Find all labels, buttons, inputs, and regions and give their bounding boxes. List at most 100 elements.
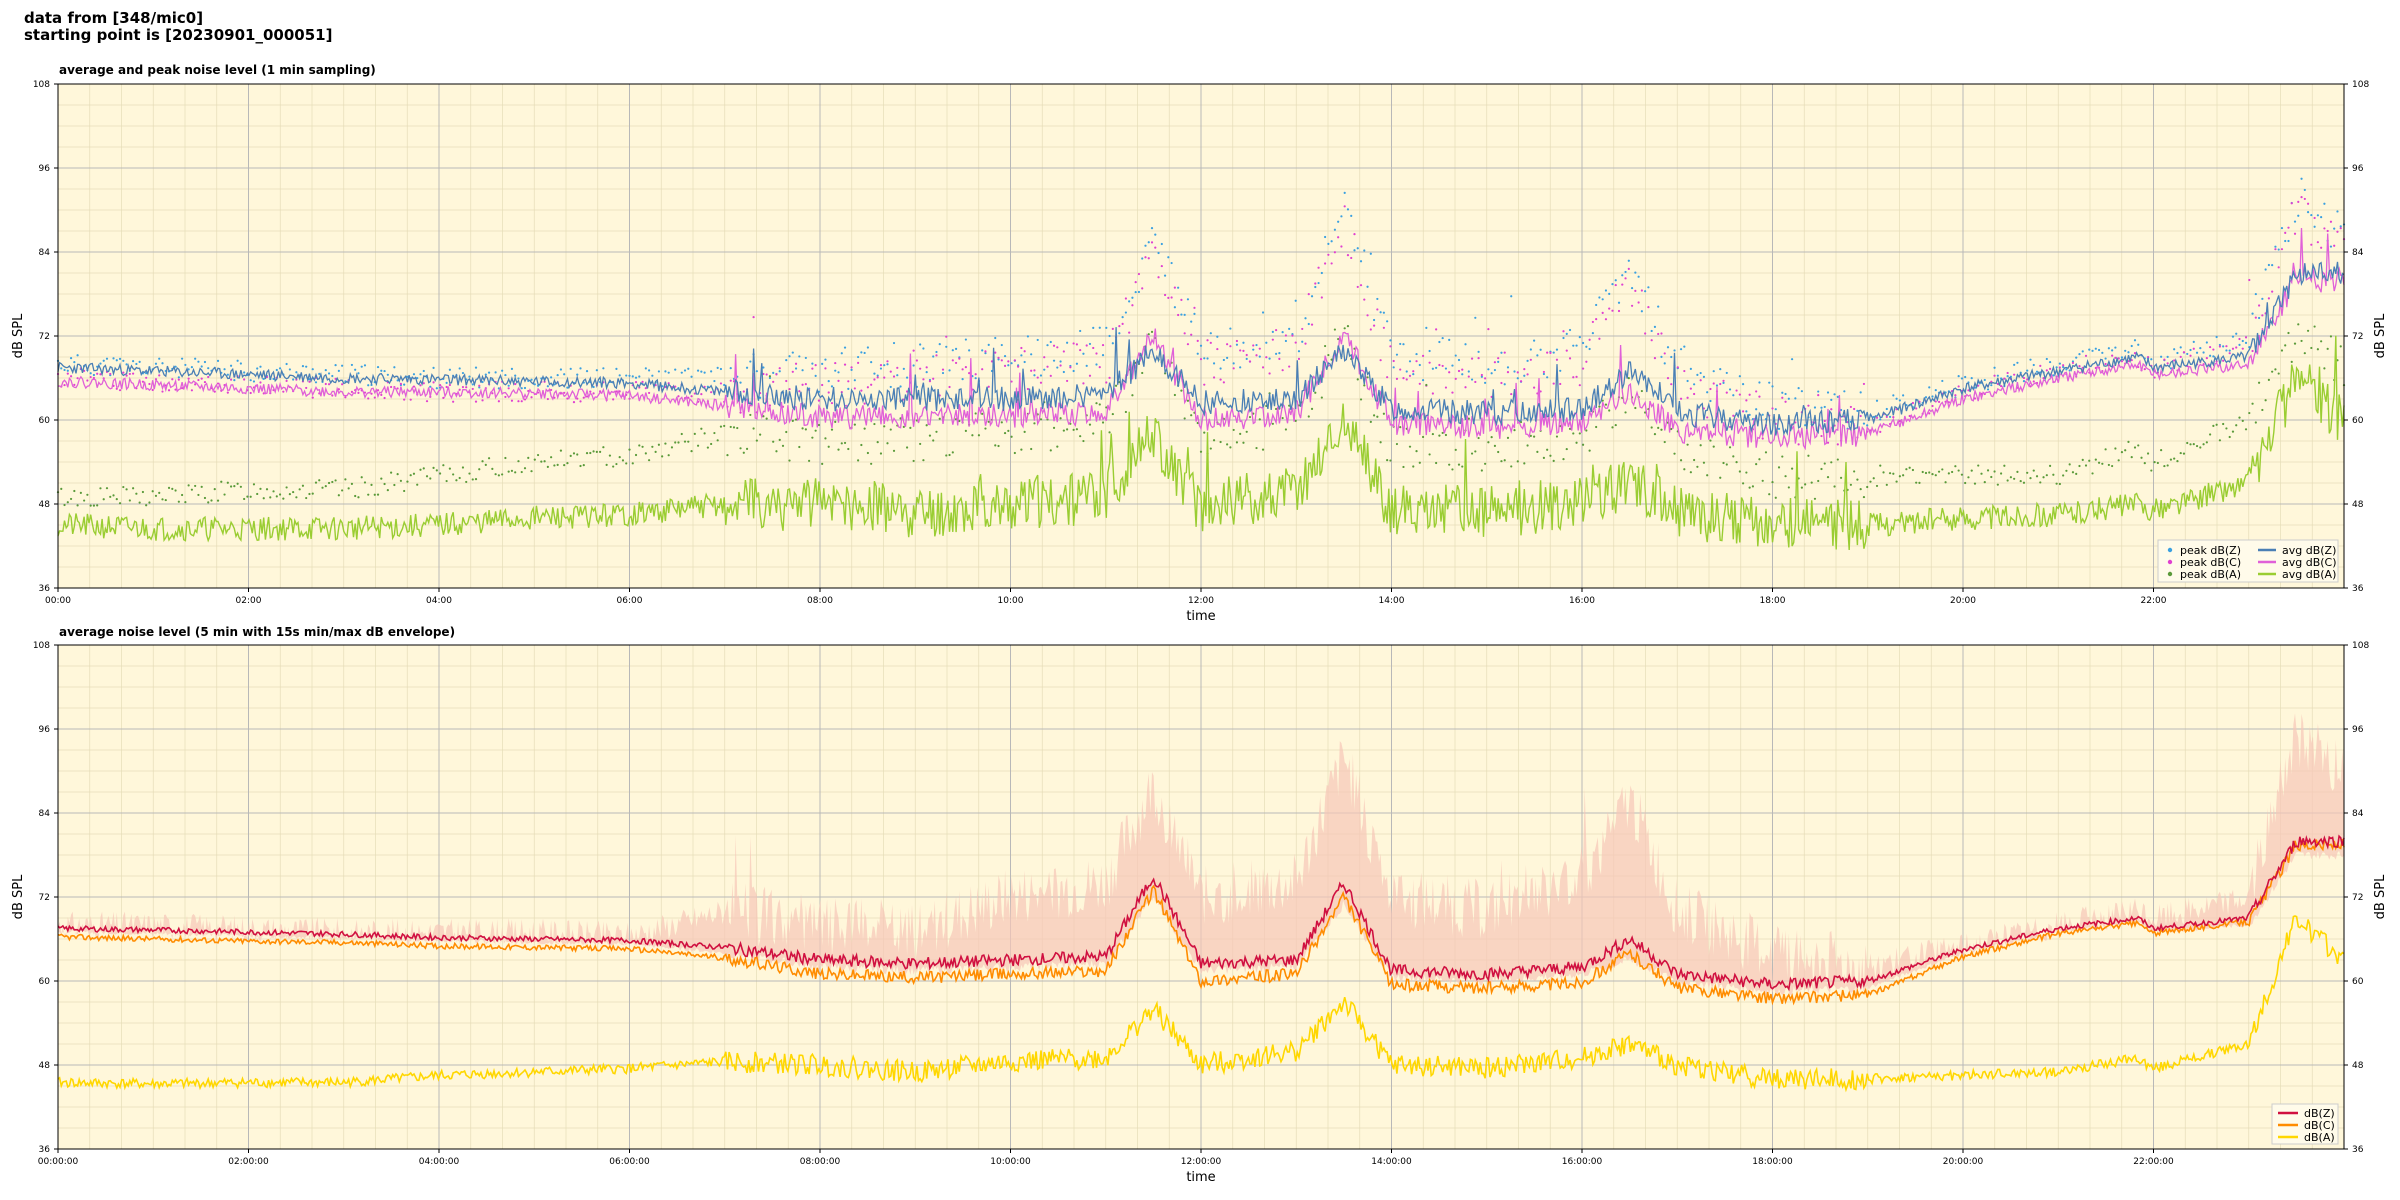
peak-point [536,453,540,457]
peak-point [1660,428,1663,431]
peak-point [2127,351,2130,354]
peak-point [1405,378,1408,381]
peak-point [1431,367,1434,370]
peak-point [1108,431,1111,434]
peak-point [2238,337,2241,341]
peak-point [572,401,576,404]
peak-point [216,499,220,502]
peak-point [625,462,628,465]
peak-point [448,467,451,470]
peak-point [814,429,817,432]
peak-point [229,378,233,381]
peak-point [1810,481,1813,484]
peak-point [1441,431,1444,435]
peak-point [2075,472,2078,475]
peak-point [1777,427,1781,430]
peak-point [821,383,824,387]
peak-point [2163,464,2166,468]
peak-point [1408,360,1412,363]
peak-point [1193,312,1196,315]
peak-point [1066,341,1069,344]
peak-point [2277,266,2280,269]
legend-label: peak dB(Z) [2180,544,2241,557]
peak-point [1392,359,1395,363]
peak-point [1813,406,1817,409]
peak-point [1813,497,1817,500]
peak-point [1399,368,1402,371]
peak-point [1340,215,1343,218]
peak-point [1487,368,1490,371]
peak-point [327,383,331,386]
peak-point [932,439,935,442]
peak-point [1206,357,1209,360]
peak-point [1559,382,1562,386]
peak-point [892,375,896,378]
peak-point [337,388,340,391]
peak-point [357,372,360,375]
peak-point [700,393,703,396]
peak-point [2146,452,2150,455]
peak-point [2182,351,2186,354]
peak-point [1457,358,1461,362]
peak-point [1689,367,1692,370]
peak-point [83,499,86,502]
legend-marker [2167,559,2173,565]
peak-point [785,430,788,434]
peak-point [710,370,713,373]
peak-point [2029,385,2032,388]
peak-point [419,373,422,376]
peak-point [2323,367,2326,370]
peak-point [1075,362,1079,365]
peak-point [1555,358,1559,361]
peak-point [115,387,118,390]
peak-point [1428,361,1431,364]
peak-point [223,368,226,371]
y-tick-label-left: 60 [39,977,51,987]
peak-point [948,369,951,372]
peak-point [1366,314,1369,317]
peak-point [974,373,977,376]
header-source: data from [348/mic0] [24,9,204,27]
peak-point [1350,256,1353,260]
peak-point [256,492,259,496]
peak-point [2006,479,2009,482]
peak-point [1412,465,1415,468]
peak-point [1226,443,1229,446]
legend-label: dB(Z) [2304,1107,2335,1120]
peak-point [925,424,928,427]
peak-point [1079,329,1082,333]
peak-point [670,446,674,449]
peak-point [158,374,161,377]
peak-point [1415,450,1418,453]
peak-point [1683,369,1686,373]
peak-point [1777,466,1781,469]
peak-point [863,427,866,430]
peak-point [412,373,416,376]
peak-point [2336,230,2339,233]
peak-point [1376,308,1379,311]
chart1-title: average and peak noise level (1 min samp… [59,63,376,77]
peak-point [941,371,945,375]
peak-point [2133,352,2137,355]
peak-point [288,493,291,496]
peak-point [1738,470,1741,473]
peak-point [416,483,419,486]
peak-point [1634,289,1637,292]
peak-point [1219,378,1222,381]
peak-point [210,499,213,502]
peak-point [1131,296,1134,299]
peak-point [89,504,92,507]
peak-point [236,359,239,362]
peak-point [680,371,683,374]
peak-point [759,396,762,399]
peak-point [2241,339,2244,343]
peak-point [1836,458,1839,461]
peak-point [1755,463,1758,466]
peak-point [396,473,399,476]
peak-point [788,459,791,462]
peak-point [481,460,484,463]
peak-point [1931,473,1934,476]
peak-point [1275,352,1278,355]
peak-point [275,368,278,372]
peak-point [1281,416,1284,420]
